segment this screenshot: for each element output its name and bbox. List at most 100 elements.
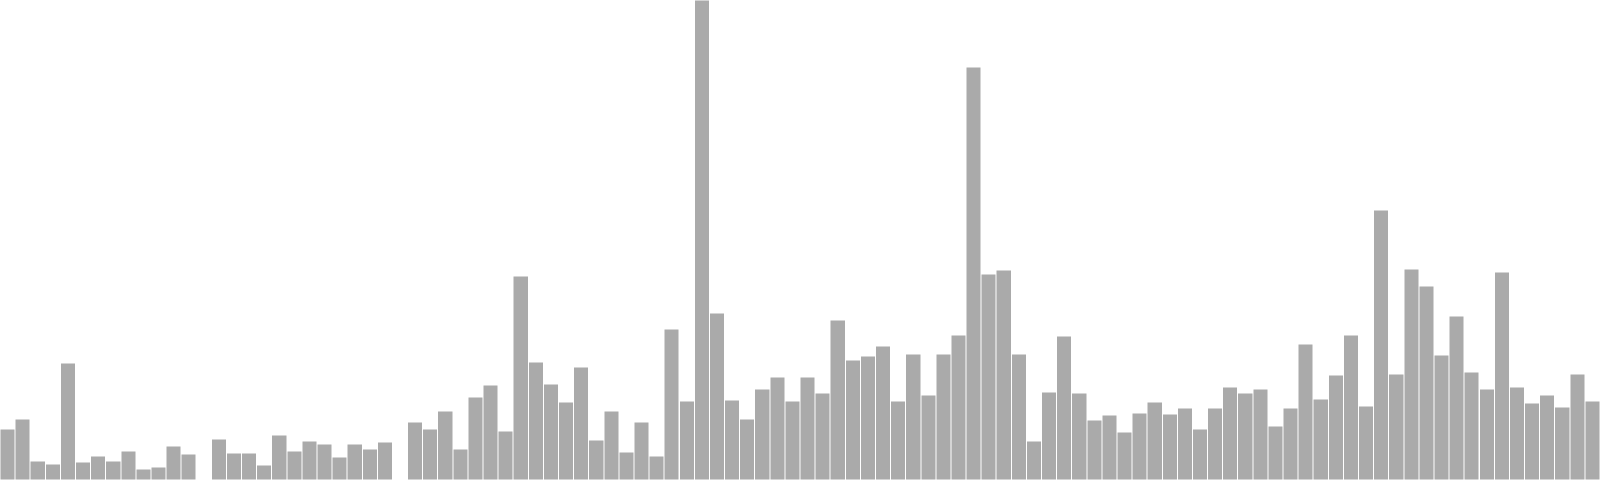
bar-101: [1508, 386, 1526, 480]
bar-94: [1403, 268, 1420, 480]
bar-58: [859, 355, 876, 480]
bar-65: [965, 66, 982, 480]
bar-39: [573, 366, 590, 480]
bar-48: [708, 312, 726, 480]
bar-24: [346, 443, 363, 480]
bar-15: [210, 438, 227, 480]
bar-55: [814, 392, 831, 480]
bar-23: [331, 456, 348, 480]
bar-106: [1584, 400, 1600, 480]
bar-105: [1569, 373, 1586, 480]
bar-30: [437, 410, 454, 480]
bar-72: [1071, 392, 1088, 480]
bar-3: [29, 460, 46, 480]
bar-49: [724, 399, 741, 480]
bar-33: [482, 384, 499, 480]
bar-35: [512, 275, 529, 480]
bar-71: [1056, 335, 1073, 480]
bar-1: [0, 428, 16, 480]
bar-47: [693, 0, 710, 480]
bar-63: [935, 353, 952, 480]
bar-13: [180, 453, 197, 480]
bar-41: [603, 410, 620, 480]
bar-74: [1101, 414, 1118, 480]
bar-7: [90, 455, 107, 480]
bar-20: [286, 450, 303, 480]
bar-86: [1282, 407, 1299, 480]
bar-69: [1025, 440, 1043, 480]
bar-51: [754, 388, 771, 480]
bar-45: [663, 328, 680, 480]
bar-62: [920, 394, 937, 480]
bar-104: [1554, 406, 1571, 480]
bar-59: [874, 345, 892, 480]
bar-88: [1312, 398, 1329, 480]
bar-92: [1373, 209, 1390, 480]
bar-93: [1388, 373, 1405, 480]
bar-91: [1357, 405, 1375, 480]
bar-60: [890, 400, 907, 480]
bar-102: [1524, 402, 1541, 480]
bar-96: [1433, 354, 1450, 480]
bar-95: [1418, 285, 1435, 480]
bar-34: [497, 430, 514, 480]
bar-19: [271, 434, 288, 480]
bar-46: [678, 400, 695, 480]
bar-81: [1207, 407, 1224, 480]
bar-98: [1463, 371, 1480, 480]
bar-8: [105, 460, 122, 480]
bar-73: [1086, 419, 1103, 480]
bar-99: [1478, 388, 1495, 480]
bar-54: [799, 376, 816, 480]
bar-90: [1342, 334, 1359, 480]
bar-100: [1493, 271, 1510, 480]
bar-61: [905, 353, 922, 480]
bar-68: [1010, 353, 1027, 480]
bar-103: [1539, 394, 1556, 480]
bar-28: [407, 421, 424, 480]
bar-57: [844, 359, 861, 480]
bar-85: [1267, 425, 1284, 480]
bar-82: [1222, 386, 1239, 480]
bar-42: [618, 451, 635, 480]
bar-43: [633, 421, 650, 480]
bar-26: [376, 441, 393, 480]
bar-80: [1191, 428, 1209, 480]
bar-83: [1237, 392, 1254, 480]
bar-40: [588, 439, 605, 480]
bar-84: [1252, 388, 1269, 480]
bar-89: [1327, 374, 1344, 480]
bar-12: [165, 445, 182, 480]
bar-25: [361, 448, 378, 480]
bar-11: [150, 466, 167, 480]
bar-6: [74, 461, 92, 480]
bar-29: [422, 428, 439, 480]
bar-97: [1448, 315, 1465, 480]
bar-66: [980, 273, 997, 480]
bar-37: [542, 383, 559, 480]
bar-36: [527, 361, 544, 480]
bar-32: [467, 396, 484, 480]
bar-70: [1041, 391, 1058, 480]
bar-76: [1131, 412, 1148, 480]
bar-38: [557, 401, 575, 480]
bar-2: [14, 418, 31, 480]
bar-16: [225, 452, 243, 480]
bar-64: [950, 334, 967, 480]
bar-5: [59, 362, 76, 480]
bar-44: [648, 455, 665, 480]
bar-10: [135, 468, 152, 480]
bar-21: [301, 440, 318, 480]
bar-17: [241, 452, 258, 480]
bar-50: [739, 418, 756, 480]
bar-77: [1146, 401, 1163, 480]
bar-79: [1176, 407, 1193, 480]
bar-53: [784, 400, 801, 480]
bar-67: [995, 269, 1012, 480]
bar-9: [120, 450, 137, 480]
bar-78: [1161, 413, 1178, 480]
bar-75: [1116, 431, 1133, 480]
bar-87: [1297, 343, 1314, 480]
